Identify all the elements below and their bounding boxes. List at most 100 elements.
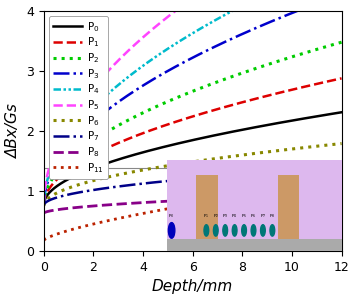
Bar bbox=[166, 160, 342, 250]
Line: P$_6$: P$_6$ bbox=[44, 143, 342, 206]
P$_2$ bbox=[266, 63, 270, 66]
Y-axis label: ΔBx/Gs: ΔBx/Gs bbox=[6, 103, 21, 158]
P$_3$ bbox=[241, 32, 245, 36]
Text: P$_2$: P$_2$ bbox=[213, 213, 219, 220]
P$_7$ bbox=[241, 173, 245, 176]
P$_2$ bbox=[94, 136, 99, 140]
P$_1$ bbox=[339, 76, 344, 80]
P$_6$ bbox=[42, 204, 46, 208]
P$_5$ bbox=[94, 82, 99, 86]
P$_0$ bbox=[266, 123, 270, 127]
P$_1$ bbox=[217, 107, 222, 110]
Line: P$_4$: P$_4$ bbox=[44, 0, 342, 204]
Text: P$_5$: P$_5$ bbox=[241, 213, 247, 220]
P$_{11}$ bbox=[42, 238, 46, 242]
P$_2$ bbox=[176, 95, 181, 99]
P$_4$ bbox=[94, 103, 99, 106]
Legend: P$_0$, P$_1$, P$_2$, P$_3$, P$_4$, P$_5$, P$_6$, P$_7$, P$_8$, P$_{11}$: P$_0$, P$_1$, P$_2$, P$_3$, P$_4$, P$_5$… bbox=[49, 16, 108, 179]
P$_5$ bbox=[118, 57, 122, 60]
Circle shape bbox=[270, 225, 275, 236]
P$_8$ bbox=[339, 192, 344, 196]
P$_7$ bbox=[266, 171, 270, 174]
P$_4$ bbox=[118, 81, 122, 85]
Text: P$_7$: P$_7$ bbox=[260, 213, 266, 220]
P$_8$ bbox=[118, 202, 122, 206]
P$_{11}$ bbox=[339, 179, 344, 183]
P$_3$ bbox=[217, 43, 222, 46]
P$_{11}$ bbox=[241, 194, 245, 198]
P$_7$ bbox=[176, 178, 181, 182]
Circle shape bbox=[213, 225, 218, 236]
Circle shape bbox=[251, 225, 256, 236]
P$_0$ bbox=[241, 128, 245, 131]
P$_2$ bbox=[217, 80, 222, 83]
P$_1$ bbox=[241, 100, 245, 104]
P$_{11}$ bbox=[176, 205, 181, 208]
P$_6$ bbox=[339, 142, 344, 145]
Circle shape bbox=[232, 225, 237, 236]
P$_5$ bbox=[176, 7, 181, 10]
Line: P$_5$: P$_5$ bbox=[44, 0, 342, 204]
P$_0$ bbox=[94, 165, 99, 169]
Circle shape bbox=[204, 225, 209, 236]
Circle shape bbox=[168, 223, 175, 238]
P$_0$ bbox=[118, 157, 122, 161]
P$_6$ bbox=[266, 150, 270, 154]
P$_{11}$ bbox=[118, 216, 122, 220]
P$_1$ bbox=[94, 151, 99, 155]
X-axis label: Depth/mm: Depth/mm bbox=[152, 279, 233, 294]
P$_2$ bbox=[42, 202, 46, 206]
P$_{11}$ bbox=[94, 221, 99, 225]
Line: P$_1$: P$_1$ bbox=[44, 78, 342, 204]
P$_8$ bbox=[241, 196, 245, 200]
Circle shape bbox=[261, 225, 265, 236]
P$_2$ bbox=[339, 40, 344, 44]
Line: P$_0$: P$_0$ bbox=[44, 112, 342, 204]
Text: P$_8$: P$_8$ bbox=[269, 213, 275, 220]
P$_4$ bbox=[217, 16, 222, 20]
P$_0$ bbox=[176, 142, 181, 145]
P$_1$ bbox=[176, 119, 181, 123]
P$_2$ bbox=[118, 122, 122, 126]
P$_6$ bbox=[241, 153, 245, 157]
P$_0$ bbox=[339, 110, 344, 114]
P$_1$ bbox=[118, 140, 122, 144]
P$_0$ bbox=[42, 202, 46, 206]
P$_8$ bbox=[94, 204, 99, 208]
P$_7$ bbox=[118, 184, 122, 188]
P$_4$ bbox=[176, 40, 181, 44]
P$_6$ bbox=[217, 156, 222, 160]
P$_8$ bbox=[217, 197, 222, 200]
P$_8$ bbox=[266, 195, 270, 198]
Circle shape bbox=[242, 225, 246, 236]
P$_3$ bbox=[42, 202, 46, 206]
P$_7$ bbox=[94, 188, 99, 191]
Text: P$_4$: P$_4$ bbox=[231, 213, 238, 220]
P$_4$ bbox=[42, 202, 46, 206]
P$_1$ bbox=[266, 94, 270, 98]
P$_7$ bbox=[339, 166, 344, 169]
P$_6$ bbox=[176, 162, 181, 166]
P$_1$ bbox=[42, 202, 46, 206]
P$_4$ bbox=[241, 4, 245, 7]
P$_8$ bbox=[42, 212, 46, 215]
P$_{11}$ bbox=[217, 198, 222, 202]
P$_7$ bbox=[217, 175, 222, 178]
P$_0$ bbox=[217, 133, 222, 136]
Text: P$_6$: P$_6$ bbox=[250, 213, 257, 220]
P$_6$ bbox=[94, 178, 99, 181]
Text: P$_3$: P$_3$ bbox=[222, 213, 228, 220]
Line: P$_7$: P$_7$ bbox=[44, 167, 342, 205]
P$_8$ bbox=[176, 199, 181, 202]
Text: P$_1$: P$_1$ bbox=[203, 213, 209, 220]
Text: P$_0$: P$_0$ bbox=[168, 213, 175, 220]
P$_3$ bbox=[94, 117, 99, 121]
P$_7$ bbox=[42, 203, 46, 207]
Bar bbox=[278, 176, 299, 239]
Line: P$_2$: P$_2$ bbox=[44, 42, 342, 204]
Bar bbox=[166, 238, 342, 250]
Line: P$_3$: P$_3$ bbox=[44, 0, 342, 204]
P$_6$ bbox=[118, 172, 122, 176]
Bar bbox=[196, 176, 218, 239]
Line: P$_8$: P$_8$ bbox=[44, 194, 342, 213]
